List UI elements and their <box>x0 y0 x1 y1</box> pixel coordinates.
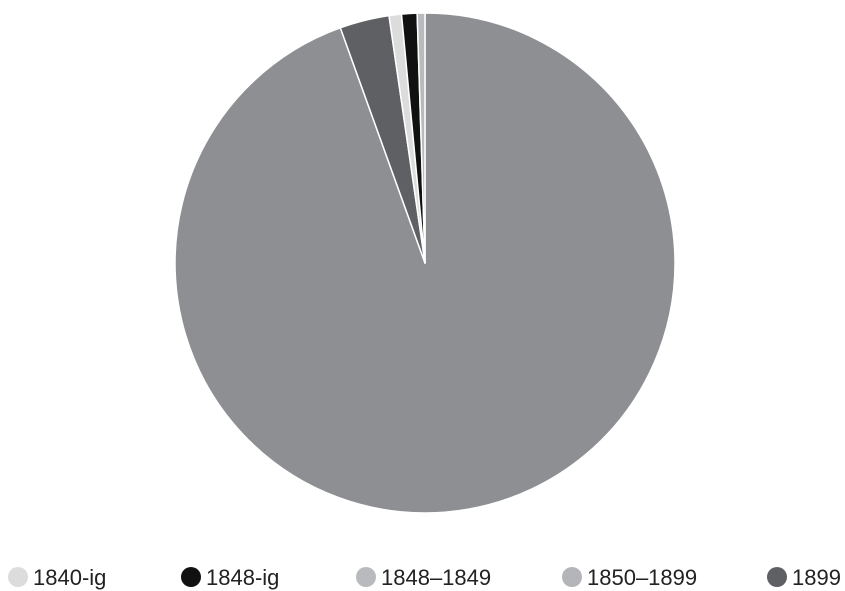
legend-swatch-1 <box>181 567 201 587</box>
legend-swatch-4 <box>767 567 787 587</box>
legend-item-2: 1848–1849 <box>356 565 491 590</box>
legend: 1840-ig 1848-ig 1848–1849 1850–1899 1899 <box>8 565 841 590</box>
legend-swatch-0 <box>8 567 28 587</box>
legend-label-0: 1840-ig <box>33 565 106 590</box>
pie-slices <box>174 12 676 514</box>
legend-label-2: 1848–1849 <box>381 565 491 590</box>
legend-label-1: 1848-ig <box>206 565 279 590</box>
legend-swatch-3 <box>562 567 582 587</box>
legend-label-4: 1899 <box>792 565 841 590</box>
pie-slice-4 <box>416 12 426 264</box>
legend-item-1: 1848-ig <box>181 565 279 590</box>
legend-swatch-2 <box>356 567 376 587</box>
legend-item-0: 1840-ig <box>8 565 106 590</box>
legend-item-4: 1899 <box>767 565 841 590</box>
legend-item-3: 1850–1899 <box>562 565 697 590</box>
legend-label-3: 1850–1899 <box>587 565 697 590</box>
